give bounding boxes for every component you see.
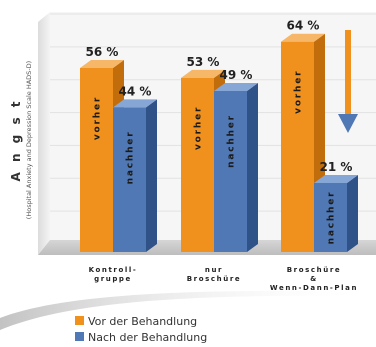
value-label: 21 % [320, 160, 353, 174]
bar-group: vorher 56 % vorher 53 % vorher 64 % nachher 44 … [80, 19, 358, 252]
bar-nachher-2: nachher 49 % [214, 68, 258, 252]
bar-inner-label: vorher [194, 106, 204, 150]
bar-top [314, 175, 358, 183]
category-label: nur Broschüre [187, 266, 241, 283]
bar-side [146, 99, 157, 252]
bar-side [347, 175, 358, 252]
arrow-shaft [345, 30, 351, 114]
bar-front [281, 41, 314, 252]
category-labels: Kontroll-gruppe nur Broschüre Broschüre & Wen… [89, 266, 358, 292]
bar-front [113, 107, 146, 252]
bar-inner-label: nachher [227, 114, 237, 168]
legend: Vor der Behandlung Nach der Behandlung [75, 315, 207, 344]
legend-item-nach: Nach der Behandlung [75, 331, 207, 344]
bar-top [181, 69, 225, 78]
legend-swatch-vor [75, 316, 84, 325]
bar-top [214, 83, 258, 91]
value-label: 49 % [220, 68, 253, 82]
bar-top [80, 60, 124, 68]
value-label: 56 % [86, 45, 119, 59]
bar-inner-label: vorher [294, 70, 304, 114]
bar-front [181, 77, 214, 252]
value-label: 53 % [187, 55, 220, 69]
arrow-head [338, 114, 358, 133]
legend-label-nach: Nach der Behandlung [88, 331, 207, 344]
value-label: 64 % [287, 19, 320, 33]
bar-inner-label: nachher [126, 131, 136, 185]
value-label: 44 % [119, 84, 152, 98]
bar-nachher-1: nachher 44 % [113, 84, 157, 252]
bar-front [80, 68, 113, 252]
left-wall [38, 12, 50, 255]
category-label: Kontroll-gruppe [89, 266, 138, 283]
bar-top [113, 99, 157, 108]
legend-item-vor: Vor der Behandlung [75, 315, 197, 328]
legend-label-vor: Vor der Behandlung [88, 315, 197, 328]
bar-top [281, 33, 325, 42]
bar-inner-label: vorher [93, 96, 103, 140]
legend-swatch-nach [75, 332, 84, 341]
y-axis-title: A n g s t [9, 98, 23, 181]
category-label: Broschüre & Wenn-Dann-Plan [270, 266, 358, 292]
bar-side [247, 83, 258, 252]
down-arrow-annotation [338, 30, 358, 133]
bar-nachher-3: nachher 21 % [314, 160, 358, 252]
bar-front [214, 91, 247, 252]
decorative-swoosh [0, 290, 376, 330]
bar-front [314, 183, 347, 252]
bar-inner-label: nachher [327, 191, 337, 245]
y-axis-subtitle: (Hospital Anxiety and Depression Scale H… [25, 61, 33, 219]
